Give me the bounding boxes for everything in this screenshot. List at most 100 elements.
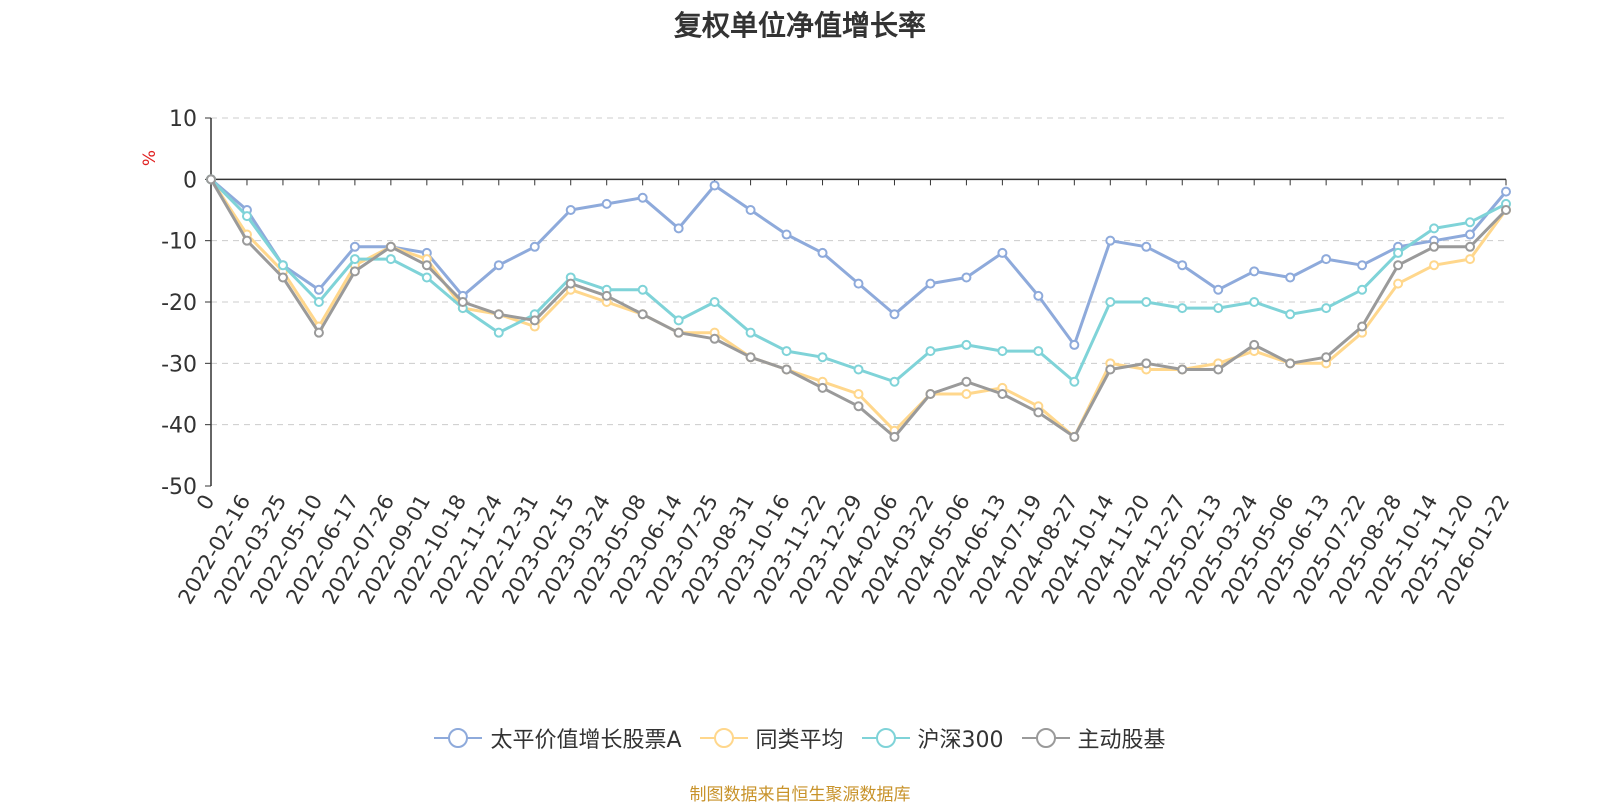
legend-item[interactable]: 太平价值增长股票A <box>434 722 682 754</box>
x-tick-label: 0 <box>192 491 219 515</box>
data-point <box>1465 217 1476 228</box>
data-point <box>925 389 936 399</box>
data-point <box>313 327 324 338</box>
data-point <box>1393 247 1404 258</box>
legend-item[interactable]: 沪深300 <box>861 722 1004 754</box>
data-point <box>1141 297 1152 307</box>
data-point <box>745 352 756 363</box>
data-point <box>1465 254 1476 265</box>
y-tick-label: 10 <box>169 107 197 132</box>
data-point <box>781 229 792 240</box>
data-point <box>1177 260 1188 271</box>
data-point <box>961 389 972 399</box>
data-point <box>1393 260 1404 271</box>
data-point <box>1249 266 1260 277</box>
legend-label: 沪深300 <box>917 728 1004 753</box>
legend-marker-icon <box>1021 728 1070 748</box>
data-point <box>1105 364 1116 375</box>
data-point <box>529 315 540 326</box>
legend-label: 主动股基 <box>1077 728 1166 753</box>
data-point <box>853 364 864 375</box>
data-point <box>817 247 828 258</box>
data-point <box>781 346 792 357</box>
data-point <box>241 211 252 222</box>
data-point <box>637 192 648 203</box>
data-point <box>1357 321 1368 332</box>
data-point <box>673 327 684 338</box>
data-point <box>529 241 540 252</box>
data-point <box>313 297 324 307</box>
data-point <box>997 346 1008 357</box>
data-point <box>457 297 468 307</box>
data-point <box>1501 186 1511 197</box>
legend-label: 同类平均 <box>755 728 844 753</box>
legend-label: 太平价值增长股票A <box>490 728 682 753</box>
legend-marker-icon <box>861 728 910 748</box>
data-point <box>961 339 972 350</box>
data-point <box>1177 364 1188 375</box>
y-tick-label: -20 <box>161 291 197 316</box>
data-point <box>1249 297 1260 307</box>
data-point <box>745 205 756 215</box>
data-point <box>1285 309 1296 320</box>
data-point <box>1357 260 1368 271</box>
data-point <box>961 272 972 283</box>
data-point <box>1141 358 1152 369</box>
data-point <box>997 247 1008 258</box>
data-point <box>925 346 936 357</box>
data-point <box>1321 254 1332 265</box>
data-point <box>1177 303 1188 314</box>
data-point <box>421 260 432 271</box>
data-point <box>349 241 360 252</box>
data-point <box>1321 303 1332 314</box>
data-point <box>1105 235 1116 246</box>
data-point <box>385 254 396 265</box>
data-point <box>925 278 936 289</box>
data-point <box>637 284 648 295</box>
legend-marker-icon <box>699 728 748 748</box>
data-point <box>277 260 288 271</box>
data-point <box>1429 260 1440 271</box>
data-point <box>421 272 432 283</box>
data-point <box>313 284 324 295</box>
data-point <box>277 272 288 283</box>
legend-marker-icon <box>434 728 483 748</box>
legend: 太平价值增长股票A 同类平均 沪深300 主动股基 <box>0 722 1600 754</box>
data-point <box>1213 364 1224 375</box>
data-point <box>1249 339 1260 350</box>
data-point <box>1033 346 1044 357</box>
data-point <box>385 241 396 252</box>
data-point <box>1285 358 1296 369</box>
data-point <box>493 260 504 271</box>
data-point <box>745 327 756 338</box>
data-point <box>709 297 720 307</box>
y-axis-label: % <box>140 150 160 166</box>
data-point <box>349 254 360 265</box>
legend-item[interactable]: 同类平均 <box>699 722 844 754</box>
data-point <box>1141 241 1152 252</box>
legend-item[interactable]: 主动股基 <box>1021 722 1166 754</box>
data-point <box>961 376 972 387</box>
data-point <box>206 174 216 185</box>
data-point <box>997 389 1008 399</box>
data-point <box>1069 339 1080 350</box>
data-point <box>673 223 684 234</box>
data-point <box>781 364 792 375</box>
data-point <box>1321 352 1332 363</box>
y-tick-label: -40 <box>161 414 197 439</box>
source-note: 制图数据来自恒生聚源数据库 <box>689 785 911 805</box>
data-point <box>601 290 612 301</box>
data-point <box>1465 241 1476 252</box>
data-point <box>1429 241 1440 252</box>
data-point <box>889 309 900 320</box>
data-point <box>1285 272 1296 283</box>
data-point <box>565 205 576 215</box>
data-point <box>1069 431 1080 442</box>
data-point <box>349 266 360 277</box>
data-point <box>1393 278 1404 289</box>
data-point <box>817 382 828 393</box>
y-tick-label: 0 <box>183 168 197 193</box>
chart-title: 复权单位净值增长率 <box>673 9 926 42</box>
y-tick-label: -50 <box>161 475 197 500</box>
